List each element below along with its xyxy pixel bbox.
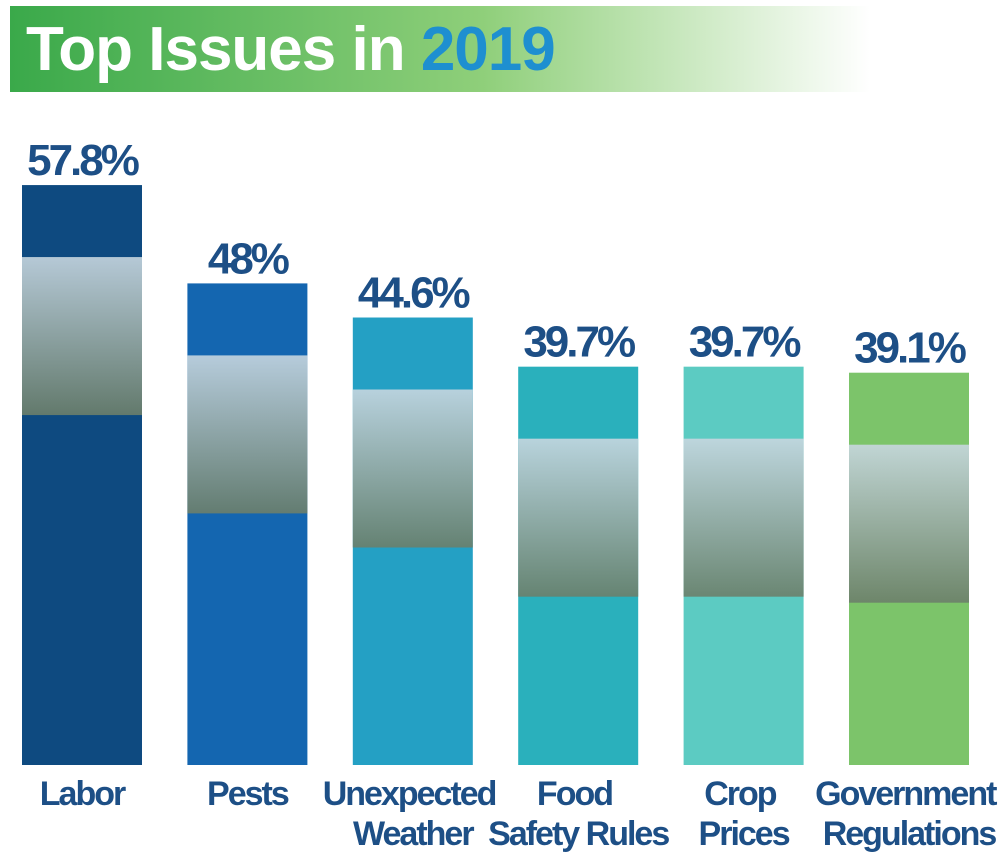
value-label: 39.1% — [854, 324, 966, 373]
x-tick-label: Crop Prices — [699, 775, 790, 853]
value-label: 44.6% — [358, 269, 470, 318]
photo — [352, 389, 473, 548]
value-label: 57.8% — [27, 136, 139, 185]
photo — [518, 438, 639, 597]
x-tick-label: Unexpected Weather — [323, 775, 503, 853]
x-tick-label: Pests — [207, 775, 289, 813]
photo — [22, 257, 142, 416]
photo — [187, 355, 308, 514]
title-banner — [10, 6, 870, 92]
value-label: 39.7% — [523, 318, 635, 367]
x-tick-label: Labor — [40, 775, 126, 813]
x-tick-label: Food Safety Rules — [488, 775, 669, 853]
photo — [683, 438, 804, 597]
x-tick-label: Government Regulations — [815, 775, 1001, 853]
chart-title: Top Issues in 2019 — [26, 15, 555, 84]
photo — [849, 444, 969, 603]
value-label: 48% — [208, 234, 289, 283]
value-label: 39.7% — [689, 318, 801, 367]
